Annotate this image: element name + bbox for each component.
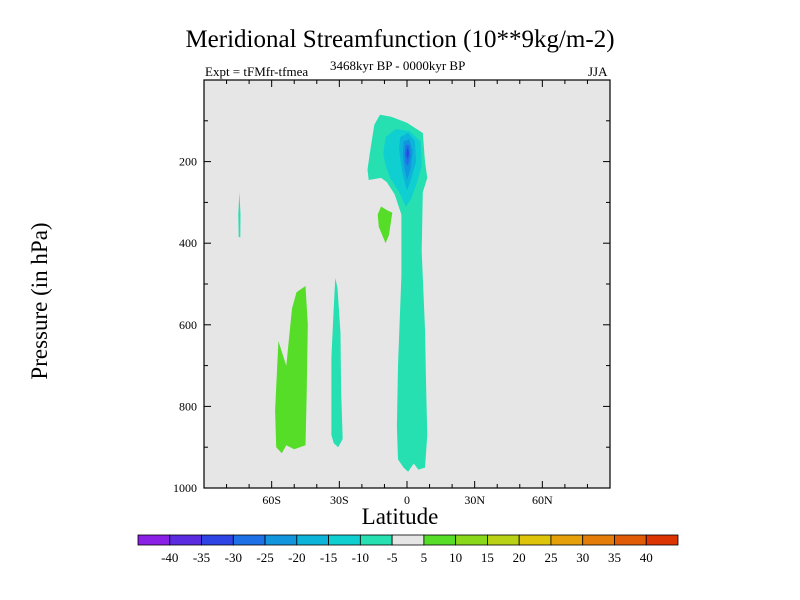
colorbar-box	[423, 534, 457, 546]
colorbar-label: -15	[320, 550, 337, 565]
contour-region-upper-core-level-35	[406, 147, 409, 160]
colorbar-label: -5	[387, 550, 398, 565]
y-tick-label: 200	[179, 155, 197, 169]
colorbar-label: -25	[256, 550, 273, 565]
y-tick-label: 800	[179, 399, 197, 413]
colorbar-box	[518, 534, 552, 546]
colorbar-box	[201, 534, 234, 546]
colorbar-box	[296, 534, 329, 546]
y-tick-label: 400	[179, 236, 197, 250]
colorbar-label: 15	[481, 550, 494, 565]
x-tick-label: 30N	[464, 493, 485, 507]
colorbar-box	[137, 534, 171, 546]
colorbar-box	[264, 534, 298, 546]
x-tick-label: 0	[404, 493, 410, 507]
colorbar-box	[550, 534, 584, 546]
colorbar-box	[359, 534, 393, 546]
contour-region-equatorial-negative-outer	[367, 114, 428, 472]
colorbar-label: 20	[513, 550, 526, 565]
colorbar-label: 25	[544, 550, 557, 565]
contour-region-polar-negative-sliver	[238, 192, 241, 238]
colorbar-box	[169, 534, 202, 546]
chart-title: Meridional Streamfunction (10**9kg/m-2)	[185, 26, 615, 53]
contour-region-sh-positive-lower	[275, 286, 308, 454]
colorbar-label: -40	[161, 550, 178, 565]
x-tick-label: 30S	[330, 493, 349, 507]
colorbar-label: 40	[640, 550, 653, 565]
experiment-label: Expt = tFMfr-tfmea	[205, 64, 309, 79]
time-range-label: 3468kyr BP - 0000kyr BP	[330, 58, 466, 73]
contour-region-tropical-positive-blob	[377, 206, 393, 244]
y-tick-label: 600	[179, 318, 197, 332]
colorbar-box	[614, 534, 647, 546]
colorbar-label: -10	[352, 550, 369, 565]
colorbar-box	[487, 534, 520, 546]
colorbar-box	[455, 534, 488, 546]
x-tick-label: 60N	[532, 493, 553, 507]
colorbar-label: -20	[288, 550, 305, 565]
colorbar-box	[391, 534, 425, 546]
colorbar-box	[645, 534, 679, 546]
x-axis-label: Latitude	[361, 504, 439, 529]
colorbar-label: 35	[608, 550, 621, 565]
contour-region-sh-negative-column	[331, 277, 343, 448]
colorbar-label: 5	[421, 550, 428, 565]
colorbar-label: -35	[193, 550, 210, 565]
y-tick-label: 1000	[173, 481, 197, 495]
x-tick-label: 60S	[262, 493, 281, 507]
colorbar-box	[328, 534, 361, 546]
colorbar-label: -30	[225, 550, 242, 565]
season-label: JJA	[588, 64, 608, 79]
colorbar-label: 30	[576, 550, 589, 565]
colorbar-box	[232, 534, 266, 546]
colorbar-label: 10	[449, 550, 462, 565]
colorbar-box	[582, 534, 615, 546]
